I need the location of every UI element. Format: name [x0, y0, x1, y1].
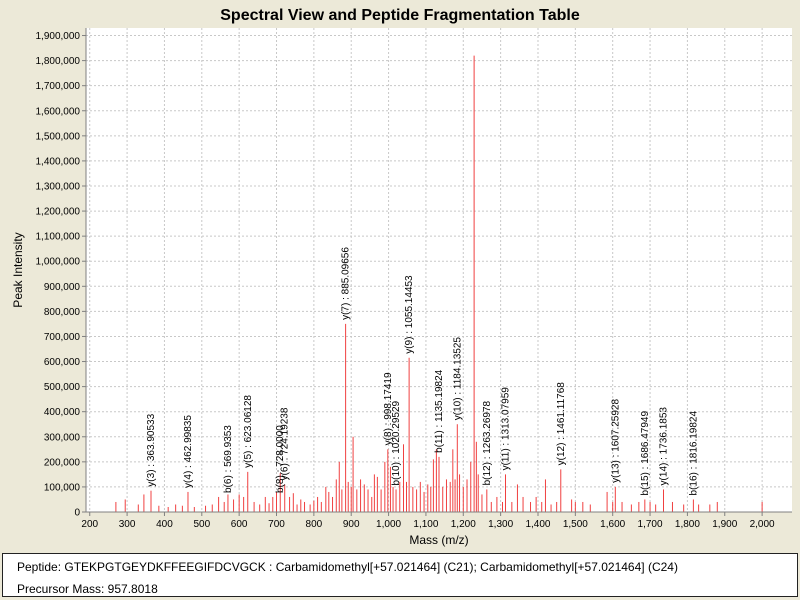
x-tick-label: 200 — [81, 519, 98, 530]
fragment-ion-label: y(8) : 998.17419 — [383, 372, 394, 445]
y-tick-label: 800,000 — [44, 307, 81, 318]
fragment-ion-label: y(7) : 885.09656 — [341, 247, 352, 320]
y-tick-label: 1,200,000 — [36, 207, 81, 218]
fragment-ion-label: y(6) : 724.19238 — [280, 407, 291, 480]
peptide-sequence-text: Peptide: GTEKPGTGEYDKFFEEGIFDCVGCK : Car… — [17, 560, 678, 574]
y-tick-label: 1,600,000 — [36, 106, 81, 117]
x-tick-label: 300 — [119, 519, 136, 530]
y-tick-label: 1,500,000 — [36, 131, 81, 142]
fragment-ion-label: b(12) : 1263.26978 — [482, 400, 493, 485]
y-tick-label: 600,000 — [44, 357, 81, 368]
x-axis-label: Mass (m/z) — [409, 533, 468, 547]
y-tick-label: 0 — [74, 508, 80, 519]
y-tick-label: 1,900,000 — [36, 31, 81, 42]
fragment-ion-label: b(6) : 569.9353 — [223, 425, 234, 493]
fragment-ion-label: y(10) : 1184.13525 — [452, 337, 463, 421]
spectrum-chart: y(3) : 363.90533 y(4) : 462.99835 b(6) : 5… — [11, 7, 792, 547]
x-tick-label: 700 — [268, 519, 285, 530]
y-tick-label: 1,100,000 — [36, 232, 81, 243]
y-tick-label: 200,000 — [44, 457, 81, 468]
x-tick-label: 1,600 — [600, 519, 625, 530]
x-tick-label: 800 — [306, 519, 323, 530]
y-axis-label: Peak Intensity — [11, 232, 25, 307]
x-tick-label: 600 — [231, 519, 248, 530]
x-tick-label: 1,700 — [638, 519, 663, 530]
fragment-ion-label: b(10) : 1020.29529 — [391, 400, 402, 485]
fragment-ion-label: y(3) : 363.90533 — [146, 413, 157, 486]
chart-title: Spectral View and Peptide Fragmentation … — [220, 7, 580, 24]
fragment-ion-label: b(8) : 728.0000 — [275, 425, 286, 493]
x-tick-label: 1,500 — [563, 519, 588, 530]
fragment-ion-label: y(11) : 1313.07959 — [501, 387, 512, 471]
x-tick-label: 1,100 — [413, 519, 438, 530]
peptide-info-panel: Peptide: GTEKPGTGEYDKFFEEGIFDCVGCK : Car… — [2, 553, 798, 597]
x-tick-label: 1,000 — [376, 519, 401, 530]
x-tick-label: 500 — [193, 519, 210, 530]
y-tick-label: 700,000 — [44, 332, 81, 343]
y-tick-label: 1,400,000 — [36, 156, 81, 167]
precursor-mass-text: Precursor Mass: 957.8018 — [17, 582, 158, 596]
y-tick-label: 300,000 — [44, 432, 81, 443]
fragment-ion-label: b(11) : 1135.19824 — [434, 369, 445, 452]
x-tick-label: 1,400 — [525, 519, 550, 530]
y-tick-label: 1,300,000 — [36, 181, 81, 192]
fragment-ion-label: y(14) : 1736.1853 — [659, 407, 670, 486]
fragment-ion-label: y(4) : 462.99835 — [183, 415, 194, 488]
y-tick-label: 500,000 — [44, 382, 81, 393]
x-tick-label: 900 — [343, 519, 360, 530]
x-tick-label: 2,000 — [750, 519, 775, 530]
x-tick-label: 1,200 — [451, 519, 476, 530]
x-tick-label: 1,800 — [675, 519, 700, 530]
plot-area — [86, 28, 792, 512]
x-tick-label: 400 — [156, 519, 173, 530]
y-tick-label: 1,700,000 — [36, 81, 81, 92]
y-tick-label: 1,000,000 — [36, 257, 81, 268]
y-tick-label: 100,000 — [44, 482, 81, 493]
fragment-ion-label: y(5) : 623.06128 — [243, 395, 254, 468]
x-tick-label: 1,900 — [712, 519, 737, 530]
fragment-ion-label: y(13) : 1607.25928 — [610, 399, 621, 483]
x-tick-label: 1,300 — [488, 519, 513, 530]
y-tick-label: 400,000 — [44, 407, 81, 418]
fragment-ion-label: b(16) : 1816.19824 — [688, 411, 699, 496]
fragment-ion-label: y(9) : 1055.14453 — [404, 275, 415, 354]
fragment-ion-label: y(12) : 1461.11768 — [556, 382, 567, 466]
fragment-ion-label: b(15) : 1686.47949 — [640, 411, 651, 496]
y-tick-label: 900,000 — [44, 282, 81, 293]
y-tick-label: 1,800,000 — [36, 56, 81, 67]
